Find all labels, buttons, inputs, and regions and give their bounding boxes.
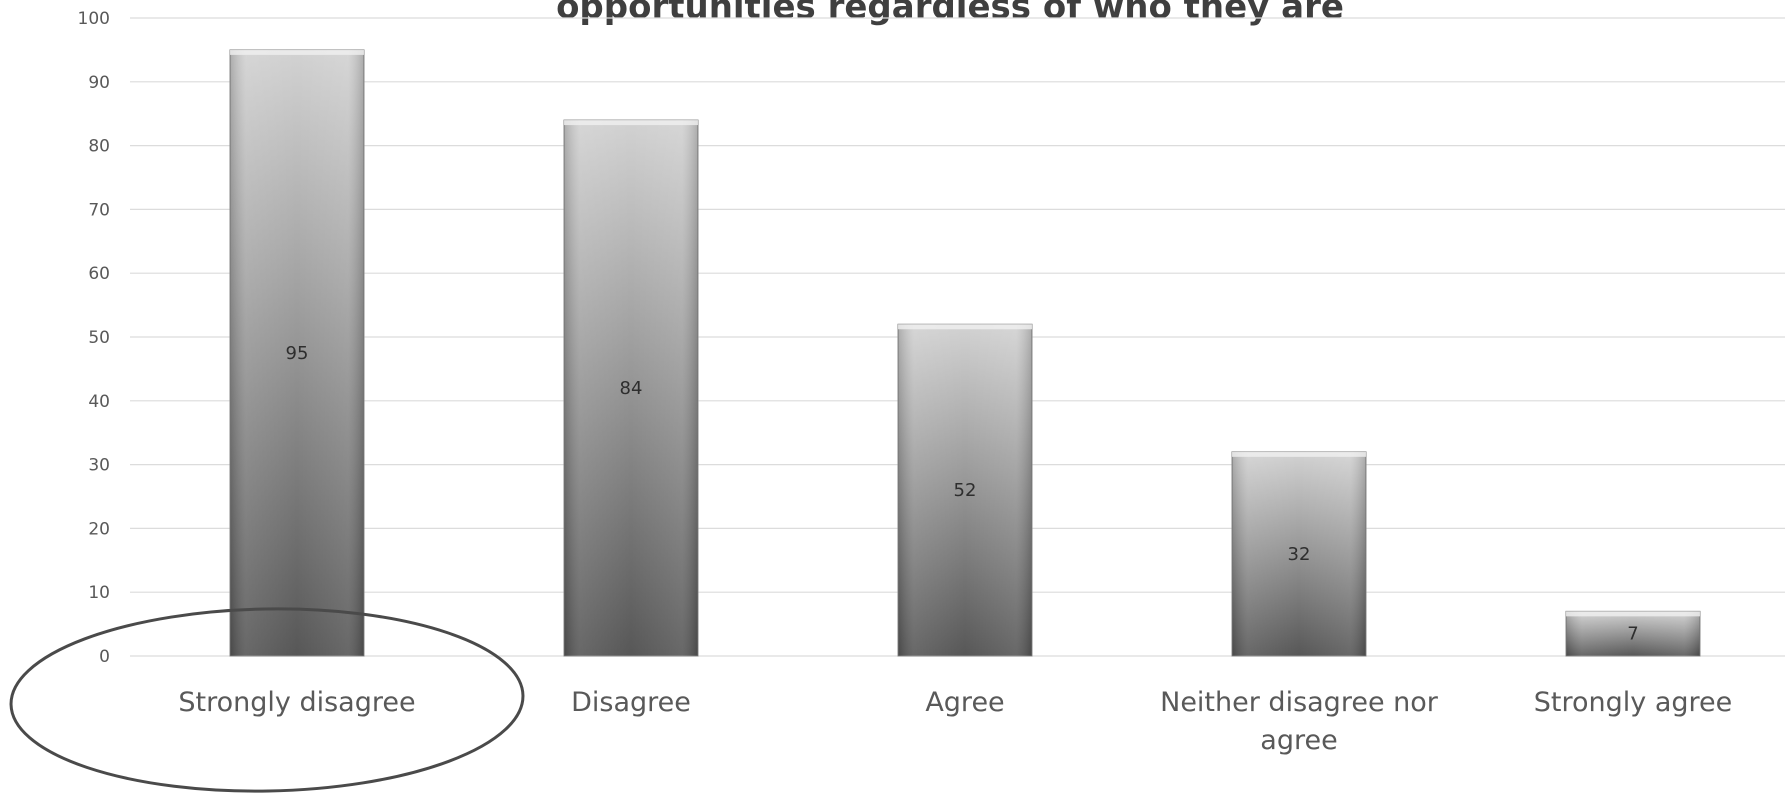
- data-label: 95: [286, 343, 309, 364]
- highlight-ellipse: [9, 607, 525, 793]
- y-tick-label: 50: [88, 328, 110, 348]
- data-label: 7: [1627, 624, 1638, 645]
- y-tick-label: 20: [88, 519, 110, 539]
- bar-sheen: [898, 324, 1032, 656]
- bar-top-highlight: [230, 49, 364, 55]
- data-label: 84: [620, 378, 643, 399]
- bar-top-highlight: [1566, 611, 1700, 617]
- bar-top-highlight: [564, 120, 698, 126]
- x-category-label: Agree: [925, 687, 1004, 718]
- y-tick-label: 80: [88, 137, 110, 157]
- x-category-label: Strongly disagree: [178, 687, 415, 718]
- x-category-label: Disagree: [571, 687, 691, 718]
- x-category-label: Neither disagree nor: [1160, 687, 1439, 718]
- y-tick-label: 40: [88, 392, 110, 412]
- data-label: 32: [1288, 544, 1311, 565]
- data-label: 52: [954, 480, 977, 501]
- chart-title: opportunities regardless of who they are: [556, 0, 1344, 27]
- bar-top-highlight: [898, 324, 1032, 330]
- y-tick-label: 100: [78, 9, 110, 29]
- y-tick-label: 90: [88, 73, 110, 93]
- y-tick-label: 0: [99, 647, 110, 667]
- y-tick-label: 30: [88, 456, 110, 476]
- bar-sheen: [230, 49, 364, 656]
- bar-sheen: [1232, 451, 1366, 656]
- bar-sheen: [1566, 611, 1700, 656]
- bar-top-highlight: [1232, 451, 1366, 457]
- y-tick-label: 10: [88, 583, 110, 603]
- y-tick-label: 60: [88, 264, 110, 284]
- x-category-label: agree: [1260, 725, 1337, 756]
- bar-sheen: [564, 120, 698, 656]
- y-tick-label: 70: [88, 200, 110, 220]
- x-category-label: Strongly agree: [1534, 687, 1732, 718]
